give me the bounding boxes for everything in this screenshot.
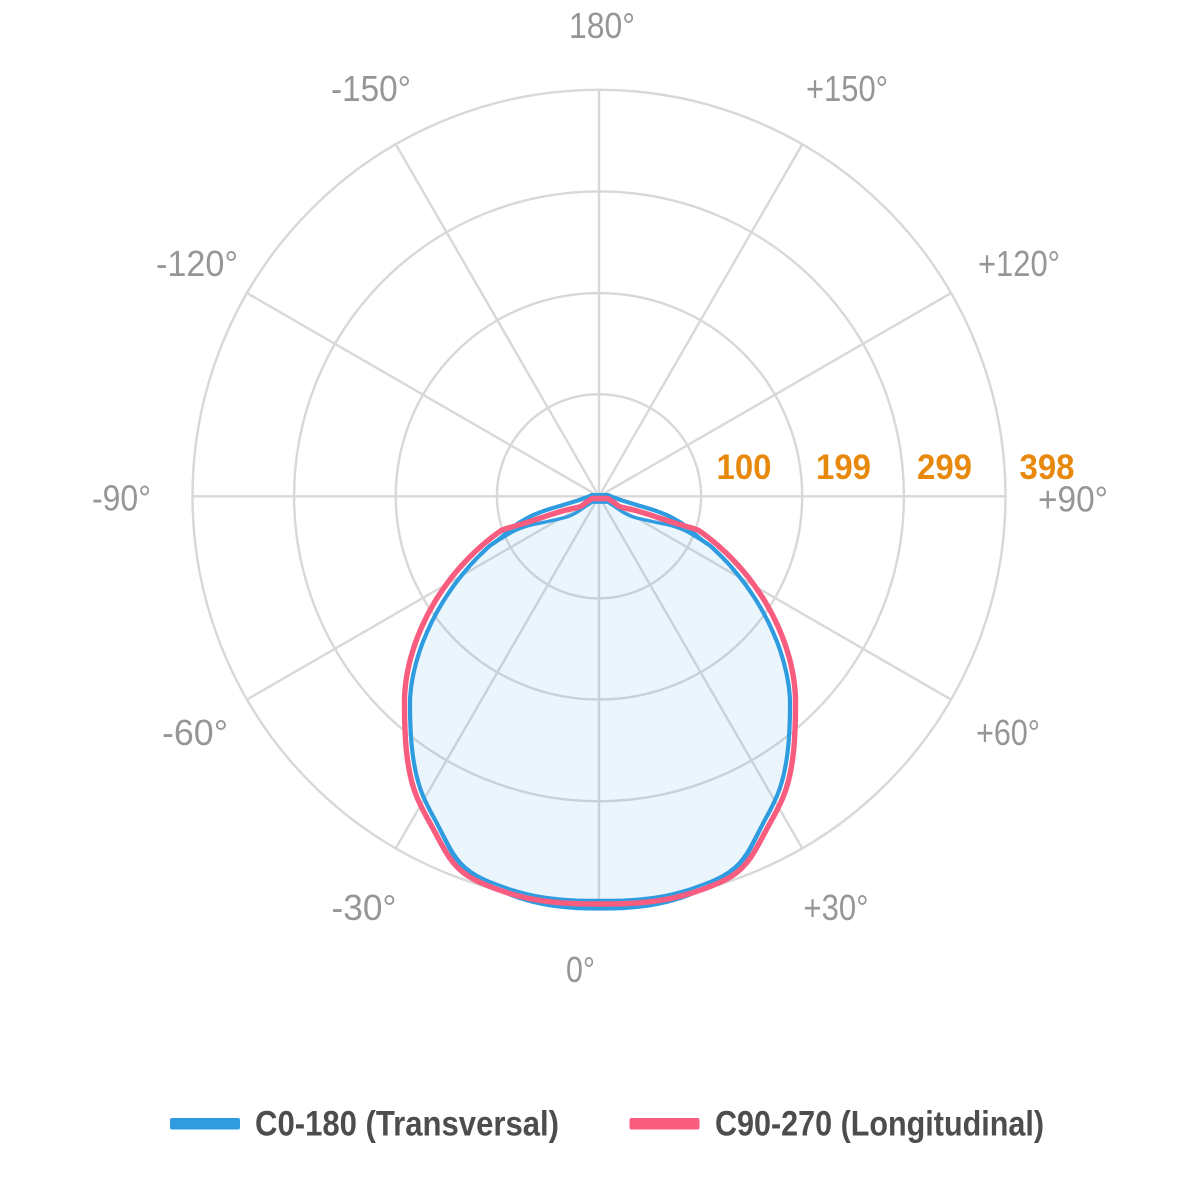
svg-text:-120°: -120° [156,243,238,284]
svg-text:C90-270 (Longitudinal): C90-270 (Longitudinal) [715,1105,1044,1144]
svg-text:-90°: -90° [92,478,151,519]
svg-text:-30°: -30° [332,887,397,928]
svg-text:+90°: +90° [1038,479,1108,520]
svg-text:-150°: -150° [331,68,411,109]
svg-text:+120°: +120° [978,243,1060,284]
svg-text:+60°: +60° [976,712,1040,753]
svg-text:199: 199 [816,448,871,487]
svg-text:C0-180 (Transversal): C0-180 (Transversal) [255,1105,559,1144]
svg-text:-60°: -60° [162,712,228,753]
svg-text:299: 299 [917,448,972,487]
svg-text:100: 100 [717,448,772,487]
svg-text:+150°: +150° [806,68,888,109]
svg-text:398: 398 [1020,448,1075,487]
svg-text:0°: 0° [566,949,595,990]
svg-text:+30°: +30° [804,887,869,928]
svg-text:180°: 180° [569,5,635,46]
